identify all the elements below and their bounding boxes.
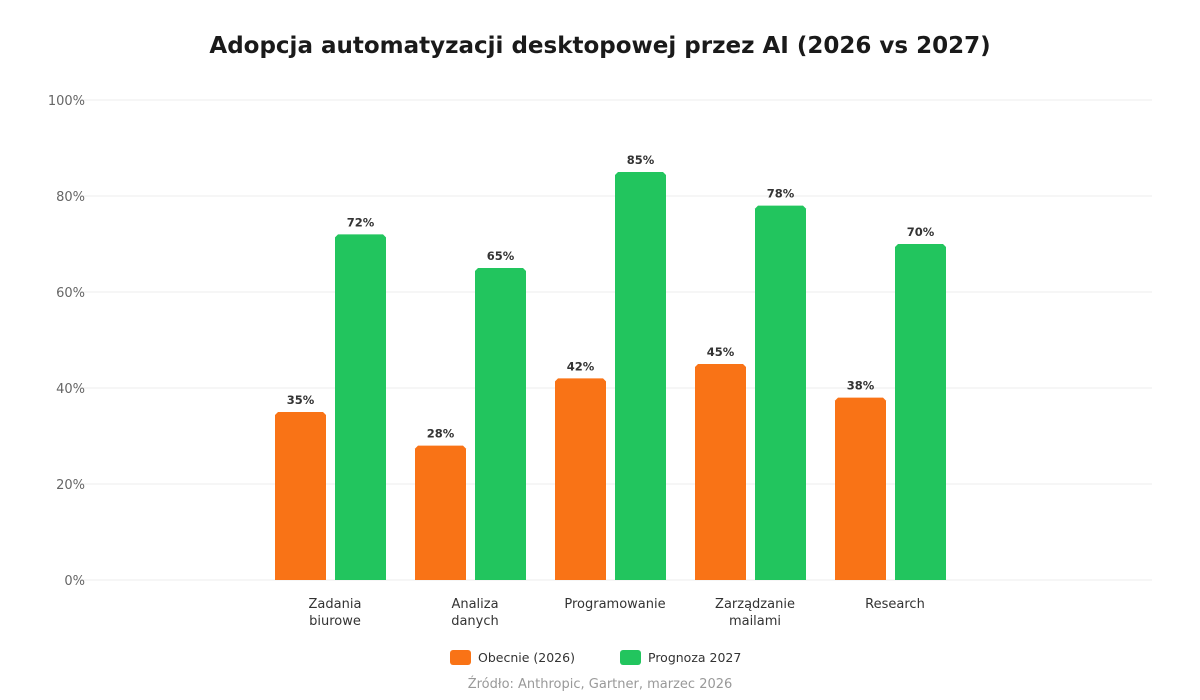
x-tick-label: Research	[865, 597, 925, 612]
x-tick-label: Zarządzanie mailami	[715, 597, 795, 629]
bar	[835, 397, 886, 580]
legend-label: Prognoza 2027	[648, 650, 741, 665]
y-tick-label: 100%	[48, 94, 85, 109]
bar	[475, 268, 526, 580]
legend: Obecnie (2026) Prognoza 2027	[450, 650, 741, 665]
y-tick-label: 0%	[64, 574, 85, 589]
x-tick-label: Programowanie	[564, 597, 665, 612]
bar	[895, 244, 946, 580]
data-label: 85%	[627, 153, 655, 167]
x-tick-label: Analiza danych	[451, 597, 499, 629]
data-label: 45%	[707, 345, 735, 359]
data-label: 70%	[907, 225, 935, 239]
data-label: 42%	[567, 359, 595, 373]
bar	[415, 445, 466, 580]
data-label: 35%	[287, 393, 315, 407]
legend-label: Obecnie (2026)	[478, 650, 575, 665]
legend-swatch	[620, 650, 641, 665]
chart-title: Adopcja automatyzacji desktopowej przez …	[209, 33, 990, 59]
bar	[335, 234, 386, 580]
y-tick-label: 20%	[56, 478, 85, 493]
x-axis-ticks: Zadania biurowe Analiza danych Programowanie…	[309, 597, 925, 629]
data-label: 38%	[847, 379, 875, 393]
y-tick-label: 60%	[56, 286, 85, 301]
y-tick-label: 80%	[56, 190, 85, 205]
bar	[555, 378, 606, 580]
bar	[615, 172, 666, 580]
data-label: 28%	[427, 427, 455, 441]
legend-swatch	[450, 650, 471, 665]
source-note: Źródło: Anthropic, Gartner, marzec 2026	[468, 676, 733, 692]
data-label: 72%	[347, 215, 375, 229]
bar	[695, 364, 746, 580]
bars: 35% 72% 28% 65% 42% 85% 45% 78% 38% 70%	[275, 153, 946, 580]
y-tick-label: 40%	[56, 382, 85, 397]
data-label: 78%	[767, 187, 795, 201]
bar	[755, 205, 806, 580]
y-axis-ticks: 0% 20% 40% 60% 80% 100%	[48, 94, 85, 589]
x-tick-label: Zadania biurowe	[309, 597, 362, 629]
data-label: 65%	[487, 249, 515, 263]
bar	[275, 412, 326, 580]
